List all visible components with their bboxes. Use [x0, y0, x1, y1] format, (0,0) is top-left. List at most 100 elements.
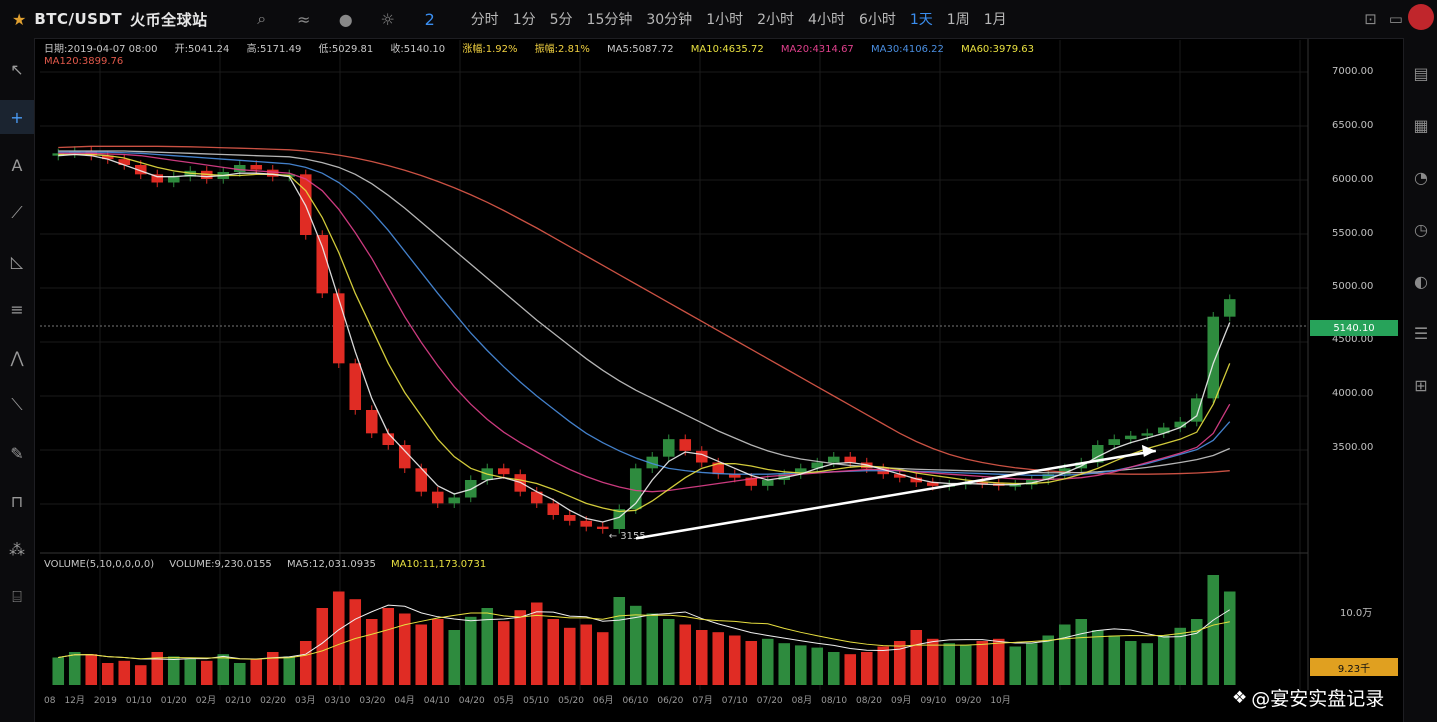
candle-body — [349, 363, 362, 410]
timeframe-tab[interactable]: 30分钟 — [646, 12, 693, 28]
compare-icon[interactable]: ≈ — [296, 9, 311, 29]
legend-open: 开:5041.24 — [174, 44, 230, 55]
timeframe-tab[interactable]: 1分 — [512, 12, 536, 28]
timeframe-tab[interactable]: 15分钟 — [586, 12, 633, 28]
vol-ma10: MA10:11,173.0731 — [391, 559, 487, 570]
trendline-icon[interactable]: ⟋ — [11, 203, 23, 222]
candle-body — [1141, 433, 1154, 436]
timeframe-tab[interactable]: 6小时 — [858, 12, 896, 28]
volume-bars — [52, 575, 1236, 685]
volume-bar — [382, 608, 395, 685]
cursor-icon[interactable]: ↖ — [10, 59, 24, 79]
volume-bar — [1174, 627, 1187, 685]
ma60-line — [58, 150, 1231, 474]
brush-icon[interactable]: ✎ — [10, 443, 24, 463]
time-axis: 08 12月 2019 01/10 01/20 02月 02/10 02/20 03月 03/10… — [44, 693, 1020, 706]
candle-body — [629, 468, 642, 510]
timeframe-tab[interactable]: 1月 — [983, 12, 1007, 28]
list-icon[interactable]: ☰ — [1413, 323, 1429, 343]
brand-logo — [1408, 4, 1434, 30]
timeframe-tab[interactable]: 1天 — [909, 12, 933, 28]
ruler-icon[interactable]: ⟍ — [11, 395, 23, 414]
candle-body — [613, 509, 626, 529]
timeframe-tab[interactable]: 分时 — [470, 12, 499, 28]
search-icon[interactable]: ⌕ — [257, 9, 267, 28]
crosshair-icon[interactable]: + — [0, 100, 34, 134]
volume-bar — [580, 624, 593, 685]
candle-body — [976, 482, 989, 485]
camera-icon[interactable]: ▭ — [1388, 10, 1403, 28]
settings-icon[interactable]: ☼ — [380, 9, 395, 29]
candle-body — [761, 480, 774, 486]
trash-icon[interactable]: ⌸ — [12, 587, 22, 606]
indicator-icon[interactable]: ● — [338, 9, 353, 29]
timeframe-tab[interactable]: 5分 — [549, 12, 573, 28]
date-tick-label: 08 — [44, 696, 56, 706]
candle-body — [794, 468, 807, 475]
volume-ma10-line — [58, 612, 1230, 660]
price-legend: 日期:2019-04-07 08:00 开:5041.24 高:5171.49 … — [44, 40, 1048, 55]
volume-bar — [695, 630, 708, 685]
volume-bar — [514, 610, 527, 685]
candle-body — [233, 165, 246, 172]
volume-bar — [365, 619, 378, 685]
candle-body — [365, 410, 378, 434]
volume-bar — [844, 654, 857, 685]
pattern-icon[interactable]: ⋀ — [10, 347, 24, 367]
volume-bar — [679, 624, 692, 685]
legend-date: 日期:2019-04-07 08:00 — [44, 44, 158, 55]
price-tick-label: 7000.00 — [1332, 66, 1374, 77]
timeframe-tab[interactable]: 1小时 — [706, 12, 744, 28]
volume-bar — [761, 638, 774, 685]
date-tick-label: 06/10 — [622, 696, 649, 706]
volume-bar — [316, 608, 329, 685]
volume-bar — [68, 652, 81, 685]
lock-icon[interactable]: ⊓ — [10, 491, 24, 511]
text-tool-icon[interactable]: A — [11, 155, 23, 175]
clock-icon[interactable]: ◷ — [1414, 219, 1428, 239]
volume-bar — [464, 616, 477, 685]
candle-body — [547, 503, 560, 515]
date-tick-label: 08/10 — [821, 696, 848, 706]
low-marker: ← 3155 — [609, 531, 646, 542]
timeframe-tab[interactable]: 1周 — [946, 12, 970, 28]
volume-bar — [629, 605, 642, 685]
candle-body — [1190, 398, 1203, 422]
draw-icon[interactable]: 2 — [424, 9, 435, 29]
legend-ma60: MA60:3979.63 — [961, 44, 1035, 55]
symbol-selector[interactable]: ★ BTC/USDT 火币全球站 — [12, 9, 208, 30]
volume-bar — [976, 641, 989, 685]
volume-bar — [1223, 591, 1236, 685]
timeframe-tab[interactable]: 4小时 — [808, 12, 845, 28]
volume-bar — [52, 657, 65, 685]
candle-body — [398, 445, 411, 469]
volume-bar — [448, 630, 461, 685]
date-tick-label: 03/10 — [324, 696, 351, 706]
triangle-icon[interactable]: ◺ — [10, 251, 24, 271]
compass-icon[interactable]: ◐ — [1414, 271, 1428, 291]
volume-bar — [299, 641, 312, 685]
candle-body — [1174, 421, 1187, 428]
chart-icon[interactable]: ▤ — [1413, 63, 1429, 83]
volume-bar — [85, 654, 98, 685]
watermark-text: @宴安实盘记录 — [1251, 688, 1385, 710]
volume-bar — [547, 619, 560, 685]
star-icon[interactable]: ★ — [12, 9, 27, 29]
date-tick-label: 06月 — [593, 696, 614, 706]
volume-bar — [530, 602, 543, 685]
candle-body — [712, 462, 725, 475]
alert-icon[interactable]: ◔ — [1414, 167, 1428, 187]
depth-icon[interactable]: ▦ — [1413, 115, 1429, 135]
fullscreen-icon[interactable]: ⊡ — [1364, 10, 1377, 28]
volume-bar — [596, 632, 609, 685]
fib-icon[interactable]: ≡ — [10, 299, 24, 319]
volume-bar — [217, 654, 230, 685]
magnet-icon[interactable]: ⁂ — [9, 539, 25, 559]
price-tick-label: 5000.00 — [1332, 281, 1374, 292]
date-tick-label: 01/10 — [125, 696, 152, 706]
candle-body — [1223, 299, 1236, 317]
calc-icon[interactable]: ⊞ — [1414, 375, 1428, 395]
volume-bar — [398, 613, 411, 685]
timeframe-tab[interactable]: 2小时 — [757, 12, 795, 28]
